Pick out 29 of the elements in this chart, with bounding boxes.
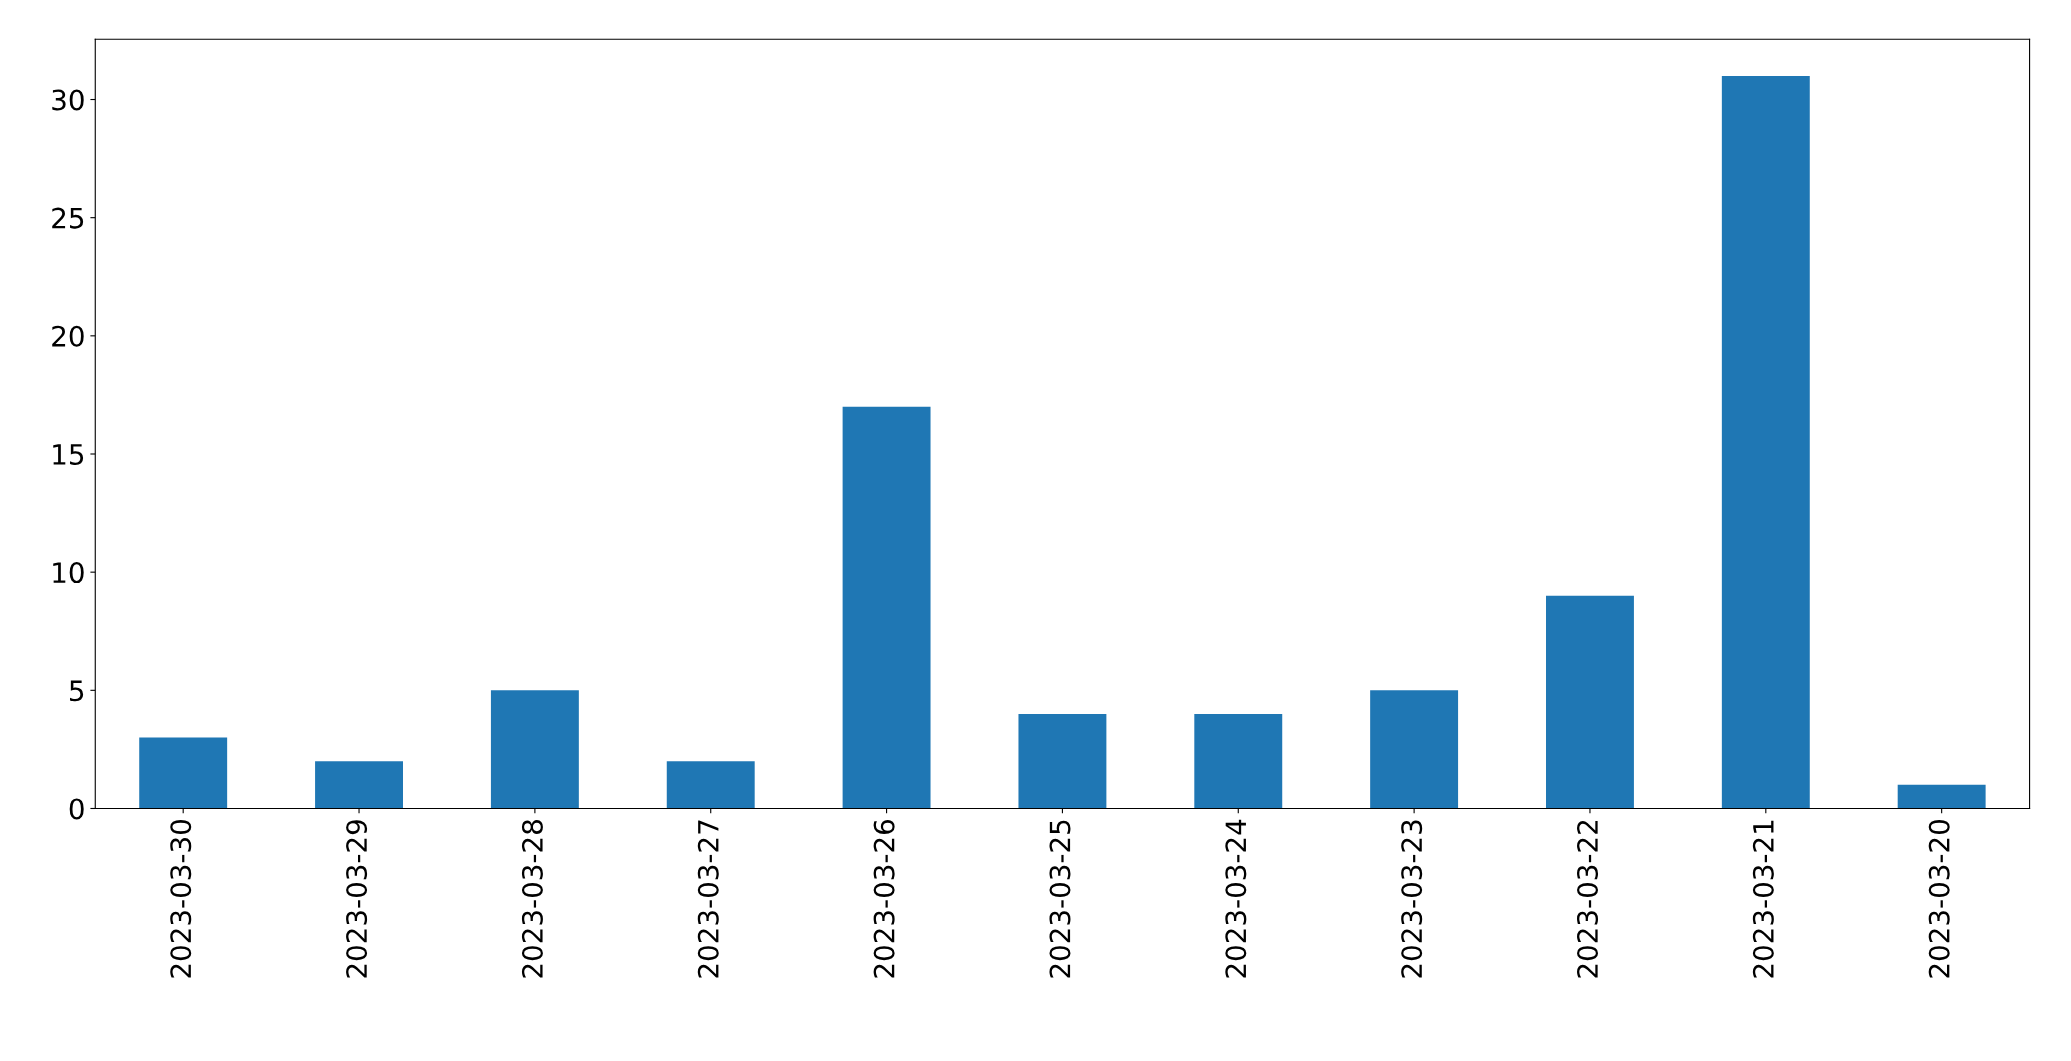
x-tick-label: 2023-03-30 bbox=[170, 820, 192, 978]
bar bbox=[1546, 595, 1634, 809]
bar bbox=[1721, 75, 1810, 809]
bar bbox=[666, 761, 755, 809]
bar bbox=[1018, 713, 1107, 809]
bar bbox=[1897, 784, 1986, 809]
x-tick-label: 2023-03-22 bbox=[1577, 820, 1599, 978]
x-tick-label: 2023-03-29 bbox=[346, 820, 368, 978]
bar bbox=[315, 761, 403, 809]
bar bbox=[1370, 690, 1459, 809]
x-tick-label: 2023-03-26 bbox=[873, 819, 895, 978]
x-tick-label: 2023-03-23 bbox=[1401, 820, 1423, 978]
x-tick-label: 2023-03-24 bbox=[1225, 819, 1247, 978]
bar bbox=[139, 737, 228, 809]
y-tick-label: 10 bbox=[53, 562, 84, 584]
x-tick-label: 2023-03-25 bbox=[1049, 820, 1071, 978]
y-tick-label: 25 bbox=[52, 207, 84, 229]
x-tick-label: 2023-03-27 bbox=[697, 820, 719, 978]
x-tick-label: 2023-03-20 bbox=[1928, 820, 1950, 978]
bar bbox=[1194, 713, 1283, 809]
y-tick-label: 0 bbox=[69, 798, 84, 820]
x-tick-label: 2023-03-28 bbox=[521, 820, 543, 978]
bar bbox=[842, 406, 931, 809]
y-tick-label: 15 bbox=[53, 444, 84, 465]
y-tick-label: 5 bbox=[70, 680, 84, 702]
y-tick-label: 20 bbox=[52, 325, 84, 347]
y-tick-label: 30 bbox=[52, 89, 84, 111]
bar bbox=[490, 690, 579, 809]
x-tick-label: 2023-03-21 bbox=[1752, 820, 1774, 978]
